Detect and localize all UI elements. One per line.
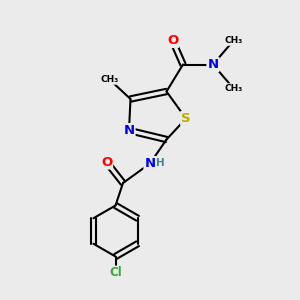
- Text: O: O: [167, 34, 178, 47]
- Text: CH₃: CH₃: [225, 36, 243, 45]
- Text: S: S: [181, 112, 191, 125]
- Text: Cl: Cl: [109, 266, 122, 280]
- Text: CH₃: CH₃: [100, 75, 118, 84]
- Text: N: N: [207, 58, 219, 71]
- Text: N: N: [123, 124, 135, 137]
- Text: CH₃: CH₃: [225, 84, 243, 93]
- Text: O: O: [101, 155, 112, 169]
- Text: H: H: [156, 158, 165, 169]
- Text: N: N: [144, 157, 156, 170]
